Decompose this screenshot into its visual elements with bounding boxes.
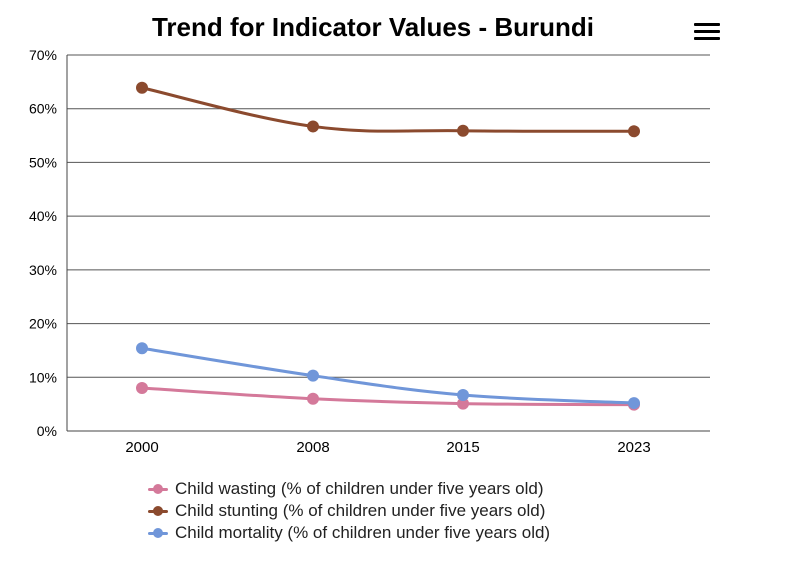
data-point: [457, 124, 469, 137]
series-lines: [136, 81, 640, 411]
legend-label: Child mortality (% of children under fiv…: [175, 523, 551, 542]
x-tick-label: 2008: [296, 439, 329, 456]
legend-swatch-icon: [148, 483, 168, 495]
data-point: [457, 397, 469, 410]
data-point: [628, 125, 640, 138]
series-line-0: [140, 386, 636, 407]
y-tick-label: 50%: [29, 154, 57, 170]
legend-label: Child stunting (% of children under five…: [175, 501, 546, 520]
hamburger-menu-icon-bar: [694, 29, 720, 33]
legend-swatch-icon: [148, 527, 168, 539]
data-point: [307, 392, 319, 405]
y-tick-label: 60%: [29, 101, 57, 117]
legend: Child wasting (% of children under five …: [148, 478, 550, 544]
axes: [66, 55, 710, 432]
legend-item[interactable]: Child wasting (% of children under five …: [148, 478, 550, 500]
series-line-2: [140, 346, 636, 405]
data-point: [628, 397, 640, 410]
series-line-1: [140, 86, 636, 133]
data-point: [457, 389, 469, 402]
x-tick-label: 2023: [617, 439, 650, 456]
x-tick-label: 2015: [446, 439, 479, 456]
chart-menu-button[interactable]: [694, 18, 720, 44]
data-point: [307, 369, 319, 382]
legend-swatch-icon: [148, 505, 168, 517]
y-tick-label: 70%: [29, 47, 57, 63]
y-tick-label: 0%: [37, 423, 57, 439]
data-point: [136, 81, 148, 94]
legend-item[interactable]: Child mortality (% of children under fiv…: [148, 522, 550, 544]
y-tick-label: 30%: [29, 262, 57, 278]
legend-item[interactable]: Child stunting (% of children under five…: [148, 500, 550, 522]
data-point: [136, 382, 148, 395]
data-point: [307, 120, 319, 133]
y-tick-label: 40%: [29, 208, 57, 224]
legend-label: Child wasting (% of children under five …: [175, 479, 544, 498]
gridlines: [67, 54, 710, 378]
hamburger-menu-icon-bar: [694, 36, 720, 40]
chart-title: Trend for Indicator Values - Burundi: [151, 12, 595, 42]
hamburger-menu-icon: [694, 22, 720, 26]
tick-labels: 0% 10% 20% 30% 40% 50% 60% 70% 2000 2008 2015 2023: [29, 47, 651, 456]
x-tick-label: 2000: [125, 439, 158, 456]
y-tick-label: 20%: [29, 316, 57, 332]
y-tick-label: 10%: [29, 369, 57, 385]
line-chart: 0% 10% 20% 30% 40% 50% 60% 70% 2000 2008 2015 2023: [29, 47, 710, 456]
data-point: [136, 342, 148, 355]
